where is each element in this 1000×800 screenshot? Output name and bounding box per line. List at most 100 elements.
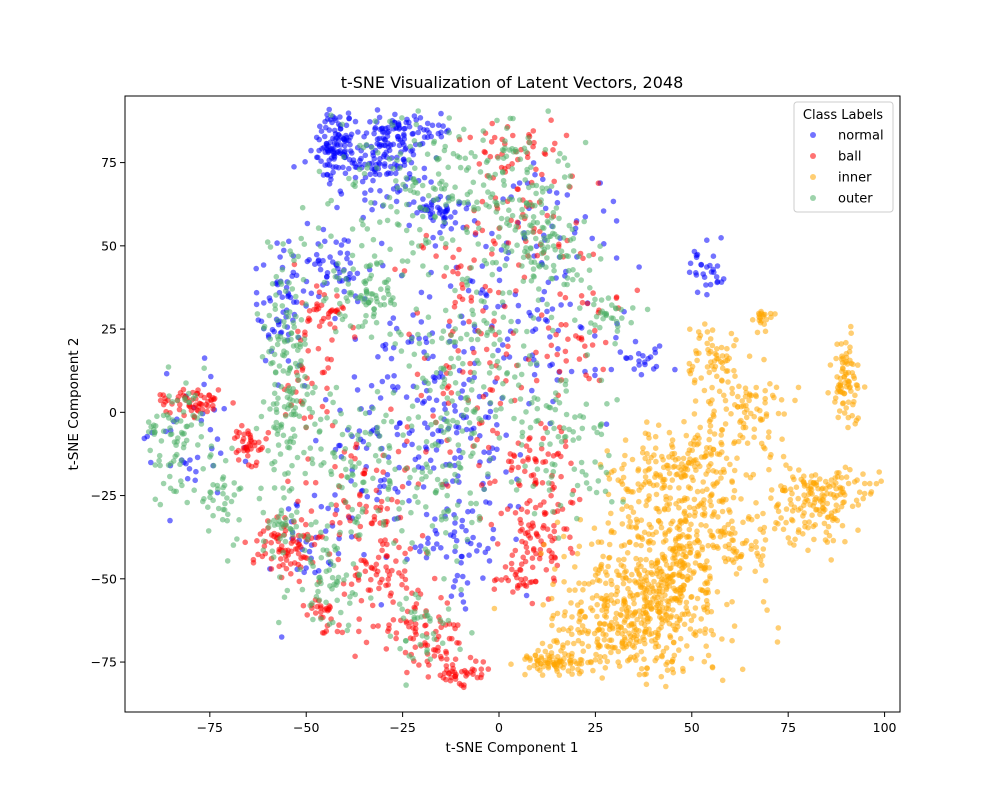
point-outer xyxy=(489,271,496,278)
point-outer xyxy=(423,438,430,445)
point-normal xyxy=(544,308,550,315)
point-outer xyxy=(556,215,562,222)
point-inner xyxy=(624,658,631,664)
point-ball xyxy=(513,569,520,576)
point-inner xyxy=(768,487,775,493)
point-inner xyxy=(629,571,635,578)
point-normal xyxy=(713,274,720,280)
point-outer xyxy=(318,554,325,561)
point-ball xyxy=(550,575,557,581)
point-outer xyxy=(394,157,400,163)
point-ball xyxy=(544,526,551,532)
point-ball xyxy=(435,633,442,640)
point-ball xyxy=(600,366,606,373)
point-normal xyxy=(377,483,383,490)
point-outer xyxy=(265,524,272,530)
point-ball xyxy=(358,557,365,564)
point-inner xyxy=(818,486,825,492)
point-inner xyxy=(623,613,630,619)
point-inner xyxy=(852,421,858,427)
point-outer xyxy=(424,548,431,555)
point-outer xyxy=(547,441,553,447)
point-outer xyxy=(258,485,264,492)
point-outer xyxy=(295,334,301,340)
point-inner xyxy=(569,614,575,620)
point-outer xyxy=(526,353,533,359)
point-outer xyxy=(174,397,181,404)
point-inner xyxy=(753,384,759,391)
point-inner xyxy=(727,461,733,468)
point-normal xyxy=(482,549,489,556)
point-inner xyxy=(724,345,730,352)
point-outer xyxy=(294,454,301,461)
point-ball xyxy=(356,628,362,635)
point-outer xyxy=(424,151,431,157)
point-inner xyxy=(664,667,671,673)
point-inner xyxy=(683,599,690,606)
point-outer xyxy=(285,444,291,451)
point-ball xyxy=(340,305,347,312)
point-outer xyxy=(325,551,331,558)
point-normal xyxy=(323,274,330,280)
point-outer xyxy=(424,634,430,641)
point-inner xyxy=(619,606,625,612)
point-outer xyxy=(534,405,541,412)
point-inner xyxy=(795,507,802,513)
point-outer xyxy=(597,243,603,249)
point-outer xyxy=(277,333,284,340)
point-ball xyxy=(353,441,360,447)
point-outer xyxy=(522,177,528,183)
point-outer xyxy=(528,245,534,252)
point-outer xyxy=(457,164,464,171)
point-inner xyxy=(719,677,726,684)
point-inner xyxy=(729,525,736,532)
point-inner xyxy=(731,342,737,349)
point-outer xyxy=(592,459,598,465)
point-outer xyxy=(499,299,506,305)
point-inner xyxy=(647,538,653,544)
point-outer xyxy=(570,267,576,273)
point-inner xyxy=(587,658,594,665)
point-inner xyxy=(663,581,669,587)
point-inner xyxy=(644,585,651,591)
point-inner xyxy=(795,495,801,502)
point-inner xyxy=(664,605,670,611)
point-normal xyxy=(201,355,208,361)
point-normal xyxy=(714,263,721,269)
point-inner xyxy=(576,580,582,586)
point-ball xyxy=(206,392,212,398)
point-inner xyxy=(577,608,583,615)
point-ball xyxy=(461,684,467,691)
point-inner xyxy=(615,648,622,655)
point-inner xyxy=(715,514,721,520)
point-inner xyxy=(636,628,642,634)
point-outer xyxy=(452,380,459,386)
point-normal xyxy=(393,170,399,177)
point-outer xyxy=(579,425,586,432)
point-outer xyxy=(572,414,578,420)
point-ball xyxy=(416,662,422,668)
point-ball xyxy=(481,148,488,155)
point-normal xyxy=(330,148,336,155)
x-tick-label: 50 xyxy=(684,720,700,735)
x-tick-label: 0 xyxy=(495,720,503,735)
point-outer xyxy=(487,456,494,462)
point-ball xyxy=(542,511,548,518)
point-inner xyxy=(560,644,566,651)
point-outer xyxy=(450,363,457,370)
point-inner xyxy=(710,631,716,638)
point-outer xyxy=(549,275,556,282)
point-outer xyxy=(373,319,380,326)
point-normal xyxy=(344,255,350,262)
point-normal xyxy=(603,421,610,428)
point-normal xyxy=(285,506,292,512)
point-outer xyxy=(360,479,366,486)
point-normal xyxy=(438,545,444,551)
point-outer xyxy=(278,383,284,390)
point-inner xyxy=(843,474,850,480)
point-outer xyxy=(400,181,406,188)
point-ball xyxy=(285,547,291,554)
point-normal xyxy=(483,243,489,250)
point-inner xyxy=(706,418,713,425)
point-ball xyxy=(489,251,495,257)
